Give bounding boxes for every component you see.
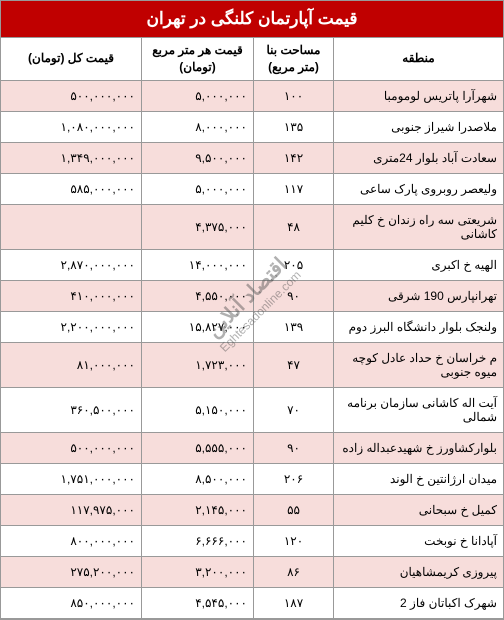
col-header-total: قیمت کل (تومان): [1, 38, 141, 80]
cell-ppm: ۹,۵۰۰,۰۰۰: [141, 143, 253, 173]
cell-total: [1, 205, 141, 249]
cell-area: ۱۲۰: [253, 526, 333, 556]
table-row: آپادانا خ نوبخت۱۲۰۶,۶۶۶,۰۰۰۸۰۰,۰۰۰,۰۰۰: [1, 526, 503, 557]
cell-total: ۱,۷۵۱,۰۰۰,۰۰۰: [1, 464, 141, 494]
cell-region: شهرک اکباتان فاز 2: [333, 588, 503, 618]
cell-total: ۸۵۰,۰۰۰,۰۰۰: [1, 588, 141, 618]
cell-total: ۵۰۰,۰۰۰,۰۰۰: [1, 81, 141, 111]
cell-total: ۱,۳۴۹,۰۰۰,۰۰۰: [1, 143, 141, 173]
cell-ppm: ۲,۱۴۵,۰۰۰: [141, 495, 253, 525]
table-row: شهرک اکباتان فاز 2۱۸۷۴,۵۴۵,۰۰۰۸۵۰,۰۰۰,۰۰…: [1, 588, 503, 619]
cell-total: ۲,۲۰۰,۰۰۰,۰۰۰: [1, 312, 141, 342]
cell-area: ۱۸۷: [253, 588, 333, 618]
cell-region: آپادانا خ نوبخت: [333, 526, 503, 556]
price-table: قیمت آپارتمان کلنگی در تهران منطقه مساحت…: [0, 0, 504, 620]
table-row: الهیه خ اکبری۲۰۵۱۴,۰۰۰,۰۰۰۲,۸۷۰,۰۰۰,۰۰۰: [1, 250, 503, 281]
cell-ppm: ۱۴,۰۰۰,۰۰۰: [141, 250, 253, 280]
cell-ppm: ۵,۱۵۰,۰۰۰: [141, 388, 253, 432]
cell-region: کمیل خ سبحانی: [333, 495, 503, 525]
cell-region: شهرآرا پاتریس لومومبا: [333, 81, 503, 111]
table-body: شهرآرا پاتریس لومومبا۱۰۰۵,۰۰۰,۰۰۰۵۰۰,۰۰۰…: [1, 81, 503, 619]
cell-ppm: ۴,۳۷۵,۰۰۰: [141, 205, 253, 249]
table-row: شریعتی سه راه زندان خ کلیم کاشانی۴۸۴,۳۷۵…: [1, 205, 503, 250]
cell-region: الهیه خ اکبری: [333, 250, 503, 280]
table-row: ملاصدرا شیراز جنوبی۱۳۵۸,۰۰۰,۰۰۰۱,۰۸۰,۰۰۰…: [1, 112, 503, 143]
cell-region: ولیعصر روبروی پارک ساعی: [333, 174, 503, 204]
table-row: ولیعصر روبروی پارک ساعی۱۱۷۵,۰۰۰,۰۰۰۵۸۵,۰…: [1, 174, 503, 205]
cell-total: ۸۰۰,۰۰۰,۰۰۰: [1, 526, 141, 556]
col-header-ppm: قیمت هر متر مربع (تومان): [141, 38, 253, 80]
cell-region: شریعتی سه راه زندان خ کلیم کاشانی: [333, 205, 503, 249]
cell-area: ۹۰: [253, 433, 333, 463]
cell-total: ۸۱,۰۰۰,۰۰۰: [1, 343, 141, 387]
cell-ppm: ۵,۰۰۰,۰۰۰: [141, 81, 253, 111]
cell-region: م خراسان خ حداد عادل کوچه میوه جنوبی: [333, 343, 503, 387]
table-row: سعادت آباد بلوار 24متری۱۴۲۹,۵۰۰,۰۰۰۱,۳۴۹…: [1, 143, 503, 174]
cell-ppm: ۳,۲۰۰,۰۰۰: [141, 557, 253, 587]
cell-total: ۵۸۵,۰۰۰,۰۰۰: [1, 174, 141, 204]
cell-area: ۹۰: [253, 281, 333, 311]
cell-total: ۳۶۰,۵۰۰,۰۰۰: [1, 388, 141, 432]
cell-area: ۱۱۷: [253, 174, 333, 204]
col-header-region: منطقه: [333, 38, 503, 80]
table-row: شهرآرا پاتریس لومومبا۱۰۰۵,۰۰۰,۰۰۰۵۰۰,۰۰۰…: [1, 81, 503, 112]
cell-area: ۴۷: [253, 343, 333, 387]
cell-region: میدان ارژانتین خ الوند: [333, 464, 503, 494]
cell-area: ۱۴۲: [253, 143, 333, 173]
cell-area: ۱۳۵: [253, 112, 333, 142]
cell-ppm: ۵,۰۰۰,۰۰۰: [141, 174, 253, 204]
cell-total: ۱,۰۸۰,۰۰۰,۰۰۰: [1, 112, 141, 142]
col-header-area: مساحت بنا (متر مربع): [253, 38, 333, 80]
cell-region: ملاصدرا شیراز جنوبی: [333, 112, 503, 142]
cell-region: پیروزی کریمشاهیان: [333, 557, 503, 587]
cell-total: ۲,۸۷۰,۰۰۰,۰۰۰: [1, 250, 141, 280]
table-row: آیت اله کاشانی سازمان برنامه شمالی۷۰۵,۱۵…: [1, 388, 503, 433]
cell-area: ۲۰۵: [253, 250, 333, 280]
table-title: قیمت آپارتمان کلنگی در تهران: [1, 1, 503, 38]
cell-area: ۲۰۶: [253, 464, 333, 494]
cell-ppm: ۱۵,۸۲۷,۰۰۰: [141, 312, 253, 342]
cell-region: آیت اله کاشانی سازمان برنامه شمالی: [333, 388, 503, 432]
cell-ppm: ۱,۷۲۳,۰۰۰: [141, 343, 253, 387]
cell-region: سعادت آباد بلوار 24متری: [333, 143, 503, 173]
table-row: تهرانپارس 190 شرقی۹۰۴,۵۵۰,۰۰۰۴۱۰,۰۰۰,۰۰۰: [1, 281, 503, 312]
cell-area: ۴۸: [253, 205, 333, 249]
cell-area: ۱۰۰: [253, 81, 333, 111]
cell-ppm: ۶,۶۶۶,۰۰۰: [141, 526, 253, 556]
cell-ppm: ۵,۵۵۵,۰۰۰: [141, 433, 253, 463]
table-row: میدان ارژانتین خ الوند۲۰۶۸,۵۰۰,۰۰۰۱,۷۵۱,…: [1, 464, 503, 495]
table-row: ولنجک بلوار دانشگاه البرز دوم۱۳۹۱۵,۸۲۷,۰…: [1, 312, 503, 343]
table-row: پیروزی کریمشاهیان۸۶۳,۲۰۰,۰۰۰۲۷۵,۲۰۰,۰۰۰: [1, 557, 503, 588]
cell-region: بلوارکشاورز خ شهیدعبداله زاده: [333, 433, 503, 463]
table-row: بلوارکشاورز خ شهیدعبداله زاده۹۰۵,۵۵۵,۰۰۰…: [1, 433, 503, 464]
cell-total: ۲۷۵,۲۰۰,۰۰۰: [1, 557, 141, 587]
cell-area: ۷۰: [253, 388, 333, 432]
table-row: م خراسان خ حداد عادل کوچه میوه جنوبی۴۷۱,…: [1, 343, 503, 388]
column-headers: منطقه مساحت بنا (متر مربع) قیمت هر متر م…: [1, 38, 503, 81]
cell-total: ۴۱۰,۰۰۰,۰۰۰: [1, 281, 141, 311]
cell-region: ولنجک بلوار دانشگاه البرز دوم: [333, 312, 503, 342]
table-row: کمیل خ سبحانی۵۵۲,۱۴۵,۰۰۰۱۱۷,۹۷۵,۰۰۰: [1, 495, 503, 526]
cell-region: تهرانپارس 190 شرقی: [333, 281, 503, 311]
cell-area: ۸۶: [253, 557, 333, 587]
cell-area: ۱۳۹: [253, 312, 333, 342]
cell-ppm: ۸,۰۰۰,۰۰۰: [141, 112, 253, 142]
cell-total: ۱۱۷,۹۷۵,۰۰۰: [1, 495, 141, 525]
cell-total: ۵۰۰,۰۰۰,۰۰۰: [1, 433, 141, 463]
cell-area: ۵۵: [253, 495, 333, 525]
cell-ppm: ۴,۵۴۵,۰۰۰: [141, 588, 253, 618]
cell-ppm: ۴,۵۵۰,۰۰۰: [141, 281, 253, 311]
cell-ppm: ۸,۵۰۰,۰۰۰: [141, 464, 253, 494]
